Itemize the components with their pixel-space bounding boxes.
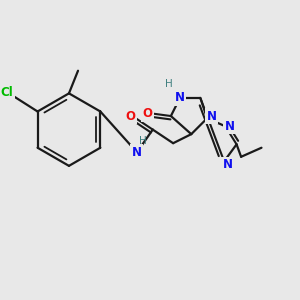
Text: N: N bbox=[175, 92, 185, 104]
Text: N: N bbox=[223, 158, 232, 171]
Text: N: N bbox=[207, 110, 217, 122]
Text: N: N bbox=[225, 120, 235, 133]
Text: H: H bbox=[165, 79, 172, 89]
Text: N: N bbox=[132, 146, 142, 159]
Text: Cl: Cl bbox=[1, 86, 13, 99]
Text: H: H bbox=[139, 136, 146, 146]
Text: O: O bbox=[142, 107, 152, 120]
Text: O: O bbox=[125, 110, 135, 122]
